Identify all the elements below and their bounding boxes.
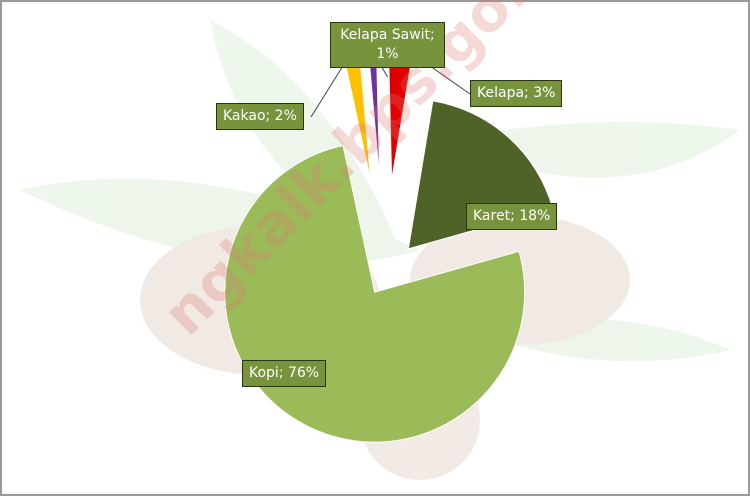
data-label: Kakao; 2%	[216, 103, 304, 130]
data-label: Kelapa; 3%	[470, 80, 563, 107]
data-label: Kelapa Sawit; 1%	[330, 22, 445, 68]
data-label: Karet; 18%	[466, 203, 558, 230]
data-label: Kopi; 76%	[242, 360, 327, 387]
